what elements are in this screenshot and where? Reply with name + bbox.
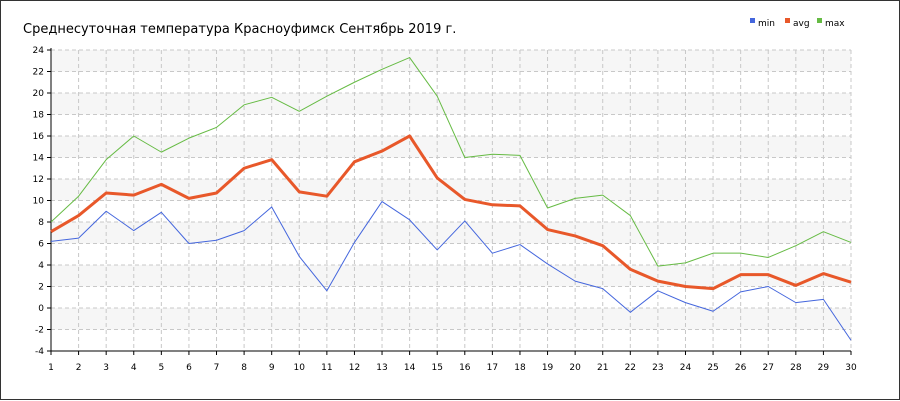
y-tick-label: 4 — [38, 261, 44, 271]
x-tick-label: 21 — [597, 363, 608, 373]
x-tick-label: 13 — [376, 363, 387, 373]
legend-swatch-min — [750, 18, 755, 23]
x-tick-label: 26 — [735, 363, 747, 373]
x-tick-label: 14 — [404, 363, 416, 373]
x-tick-label: 23 — [652, 363, 663, 373]
y-tick-label: 2 — [38, 283, 44, 293]
x-tick-label: 2 — [76, 363, 82, 373]
legend-swatch-avg — [785, 18, 790, 23]
x-tick-label: 9 — [269, 363, 275, 373]
x-tick-label: 15 — [431, 363, 442, 373]
x-tick-label: 8 — [241, 363, 247, 373]
x-tick-label: 25 — [707, 363, 718, 373]
y-tick-label: -2 — [35, 326, 44, 336]
x-tick-label: 11 — [321, 363, 332, 373]
x-tick-label: 18 — [514, 363, 526, 373]
x-tick-label: 28 — [790, 363, 802, 373]
y-tick-label: 16 — [33, 132, 45, 142]
legend: min avg max — [750, 18, 845, 29]
x-tick-label: 6 — [186, 363, 192, 373]
legend-label-avg: avg — [793, 19, 810, 29]
x-tick-label: 3 — [103, 363, 109, 373]
x-tick-label: 30 — [845, 363, 857, 373]
x-tick-label: 24 — [680, 363, 692, 373]
x-tick-label: 17 — [487, 363, 498, 373]
y-tick-label: 22 — [33, 68, 44, 78]
series-line-max — [50, 57, 852, 267]
chart-title: Среднесуточная температура Красноуфимск … — [23, 22, 456, 37]
legend-label-max: max — [825, 19, 845, 29]
y-tick-label: 18 — [33, 111, 45, 121]
y-tick-label: 8 — [38, 218, 44, 228]
x-tick-label: 5 — [158, 363, 164, 373]
x-tick-label: 12 — [349, 363, 360, 373]
y-tick-label: 0 — [38, 304, 44, 314]
y-tick-label: 6 — [38, 240, 44, 250]
y-tick-label: 14 — [33, 154, 45, 164]
y-tick-label: 10 — [33, 197, 45, 207]
legend-label-min: min — [758, 19, 775, 29]
x-tick-label: 22 — [625, 363, 636, 373]
grid-band — [51, 50, 851, 72]
y-tick-label: 24 — [33, 46, 45, 56]
grid-band — [51, 93, 851, 115]
x-tick-label: 16 — [459, 363, 471, 373]
series-line-avg — [50, 134, 852, 291]
grid-band — [51, 265, 851, 287]
y-tick-label: 20 — [33, 89, 45, 99]
y-tick-label: 12 — [33, 175, 44, 185]
x-tick-label: 27 — [763, 363, 774, 373]
x-tick-label: 7 — [214, 363, 220, 373]
grid-band — [51, 308, 851, 330]
series-line-min — [50, 201, 852, 341]
grid-band — [51, 136, 851, 158]
x-tick-label: 29 — [818, 363, 830, 373]
x-tick-label: 20 — [569, 363, 581, 373]
x-tick-label: 19 — [542, 363, 554, 373]
y-tick-label: -4 — [35, 347, 44, 357]
x-tick-label: 10 — [294, 363, 306, 373]
x-tick-label: 1 — [48, 363, 54, 373]
legend-swatch-max — [817, 18, 822, 23]
grid-band — [51, 222, 851, 244]
x-tick-label: 4 — [131, 363, 137, 373]
